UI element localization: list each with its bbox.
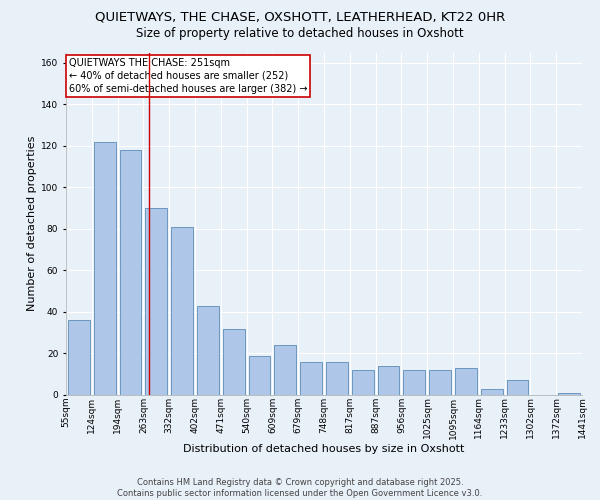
Bar bbox=[94, 142, 116, 395]
Y-axis label: Number of detached properties: Number of detached properties bbox=[27, 136, 37, 312]
Bar bbox=[248, 356, 271, 395]
Bar bbox=[119, 150, 142, 395]
Bar bbox=[455, 368, 477, 395]
Text: QUIETWAYS, THE CHASE, OXSHOTT, LEATHERHEAD, KT22 0HR: QUIETWAYS, THE CHASE, OXSHOTT, LEATHERHE… bbox=[95, 10, 505, 23]
Bar bbox=[506, 380, 529, 395]
Bar bbox=[171, 227, 193, 395]
Bar bbox=[326, 362, 348, 395]
Bar bbox=[300, 362, 322, 395]
Text: Size of property relative to detached houses in Oxshott: Size of property relative to detached ho… bbox=[136, 28, 464, 40]
Bar bbox=[352, 370, 374, 395]
Text: QUIETWAYS THE CHASE: 251sqm
← 40% of detached houses are smaller (252)
60% of se: QUIETWAYS THE CHASE: 251sqm ← 40% of det… bbox=[68, 58, 307, 94]
Bar bbox=[197, 306, 219, 395]
Bar bbox=[274, 345, 296, 395]
Bar bbox=[429, 370, 451, 395]
Bar bbox=[68, 320, 90, 395]
Bar bbox=[481, 389, 503, 395]
Bar bbox=[558, 393, 580, 395]
X-axis label: Distribution of detached houses by size in Oxshott: Distribution of detached houses by size … bbox=[184, 444, 464, 454]
Bar bbox=[223, 328, 245, 395]
Bar bbox=[403, 370, 425, 395]
Text: Contains HM Land Registry data © Crown copyright and database right 2025.
Contai: Contains HM Land Registry data © Crown c… bbox=[118, 478, 482, 498]
Bar bbox=[377, 366, 400, 395]
Bar bbox=[145, 208, 167, 395]
